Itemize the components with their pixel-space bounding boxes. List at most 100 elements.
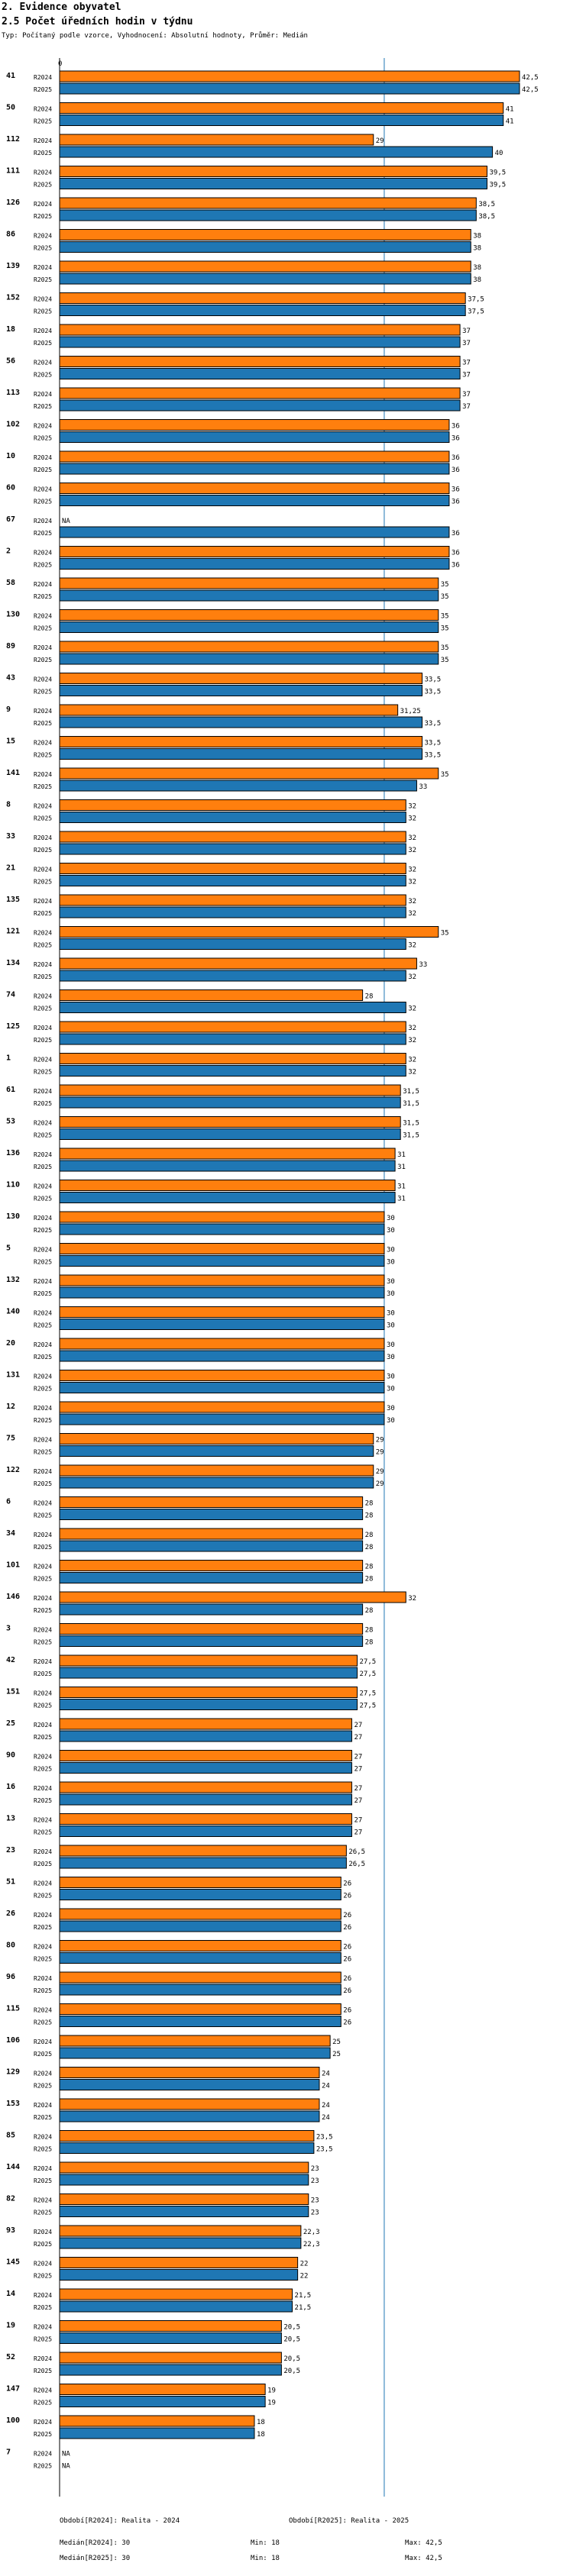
bar-value-label: 35 — [441, 625, 449, 633]
series-label: R2024 — [34, 1658, 52, 1665]
series-label: R2024 — [34, 2071, 52, 2077]
bar-value-label: 23 — [311, 2210, 319, 2217]
bar-r2025 — [59, 146, 494, 158]
category-label: 15 — [6, 738, 15, 746]
series-label: R2025 — [34, 1354, 52, 1361]
bar-value-label: 30 — [387, 1322, 395, 1330]
bar-value-label: 39,5 — [490, 182, 507, 189]
bar-value-label: 26 — [343, 1893, 351, 1900]
bar-r2024 — [59, 260, 471, 273]
bar-value-label: 30 — [387, 1310, 395, 1318]
bar-value-label: 28 — [365, 1512, 374, 1520]
category-label: 52 — [6, 2353, 15, 2361]
category-label: 100 — [6, 2416, 20, 2425]
bar-r2024 — [59, 1306, 385, 1318]
bar-r2024 — [59, 1496, 364, 1508]
series-label: R2024 — [34, 454, 52, 461]
bar-r2025 — [59, 1445, 374, 1457]
series-label: R2025 — [34, 910, 52, 917]
series-label: R2024 — [34, 423, 52, 430]
series-label: R2024 — [34, 613, 52, 620]
category-label: 102 — [6, 421, 20, 429]
bar-value-label: 31,5 — [403, 1100, 419, 1108]
series-label: R2025 — [34, 530, 52, 537]
series-label: R2024 — [34, 2324, 52, 2331]
bar-value-label: 39,5 — [490, 169, 507, 177]
bar-r2024 — [59, 1877, 342, 1888]
bar-r2024 — [59, 2384, 266, 2395]
series-label: R2025 — [34, 1480, 52, 1487]
series-label: R2025 — [34, 1132, 52, 1139]
bar-r2025 — [59, 2427, 255, 2439]
series-label: R2025 — [34, 1607, 52, 1614]
category-label: 33 — [6, 832, 15, 841]
bar-value-label: 32 — [408, 898, 416, 905]
bar-r2025 — [59, 2237, 302, 2249]
bar-value-label: 36 — [452, 423, 460, 431]
series-label: R2025 — [34, 973, 52, 980]
series-label: R2025 — [34, 1227, 52, 1234]
bar-r2025 — [59, 82, 520, 95]
bar-r2024 — [59, 1813, 352, 1825]
series-label: R2024 — [34, 1468, 52, 1475]
category-label: 125 — [6, 1022, 20, 1031]
bar-value-label: 32 — [408, 1595, 416, 1603]
series-label: R2025 — [34, 2051, 52, 2058]
series-label: R2025 — [34, 1449, 52, 1456]
series-label: R2024 — [34, 2229, 52, 2235]
series-label: R2025 — [34, 1576, 52, 1583]
category-label: 152 — [6, 294, 20, 302]
bar-r2025 — [59, 1889, 342, 1900]
bar-r2024 — [59, 1433, 374, 1445]
bar-r2024 — [59, 1338, 385, 1350]
bar-r2025 — [59, 970, 406, 982]
series-label: R2025 — [34, 2336, 52, 2343]
series-label: R2024 — [34, 1183, 52, 1190]
series-label: R2024 — [34, 137, 52, 144]
series-label: R2025 — [34, 1290, 52, 1297]
bar-r2024 — [59, 2257, 299, 2268]
category-label: 130 — [6, 1212, 20, 1221]
bar-value-label: 36 — [452, 550, 460, 557]
category-label: 23 — [6, 1846, 15, 1855]
bar-value-label: 29 — [376, 1480, 384, 1488]
bar-r2025 — [59, 1509, 364, 1520]
series-label: R2024 — [34, 1785, 52, 1792]
category-label: 147 — [6, 2385, 20, 2394]
bar-value-label: 33,5 — [425, 740, 442, 747]
bar-value-label: 27,5 — [360, 1671, 377, 1678]
section-title: 2. Evidence obyvatel — [2, 2, 121, 13]
bar-r2025 — [59, 368, 461, 379]
bar-value-label: 27 — [354, 1734, 362, 1742]
bar-value-label: 32 — [408, 815, 416, 823]
series-label: R2024 — [34, 264, 52, 271]
category-label: 80 — [6, 1942, 15, 1950]
bar-r2025 — [59, 463, 450, 475]
chart-title: 2.5 Počet úředních hodin v týdnu — [2, 16, 193, 27]
bar-r2025 — [59, 2016, 342, 2027]
series-label: R2024 — [34, 1564, 52, 1570]
bar-r2025 — [59, 1033, 406, 1045]
series-label: R2024 — [34, 201, 52, 208]
bar-r2024 — [59, 70, 520, 82]
bar-r2025 — [59, 2206, 309, 2217]
category-label: 111 — [6, 167, 20, 176]
series-label: R2025 — [34, 752, 52, 759]
series-label: R2025 — [34, 182, 52, 189]
footer-min-2025: Min: 18 — [251, 2555, 280, 2562]
category-label: 75 — [6, 1435, 15, 1443]
series-label: R2024 — [34, 1722, 52, 1729]
series-label: R2024 — [34, 518, 52, 525]
bar-r2024 — [59, 1084, 401, 1096]
series-label: R2025 — [34, 2210, 52, 2216]
bar-value-label: 38 — [473, 276, 481, 284]
series-label: R2024 — [34, 2102, 52, 2109]
series-label: R2024 — [34, 1437, 52, 1444]
bar-r2024 — [59, 1971, 342, 1984]
bar-value-label: 26 — [343, 1880, 351, 1888]
series-label: R2025 — [34, 1766, 52, 1773]
category-label: 43 — [6, 674, 15, 683]
bar-value-label: 20,5 — [283, 2336, 300, 2344]
bar-value-label: 30 — [387, 1374, 395, 1381]
bar-r2025 — [59, 780, 417, 792]
